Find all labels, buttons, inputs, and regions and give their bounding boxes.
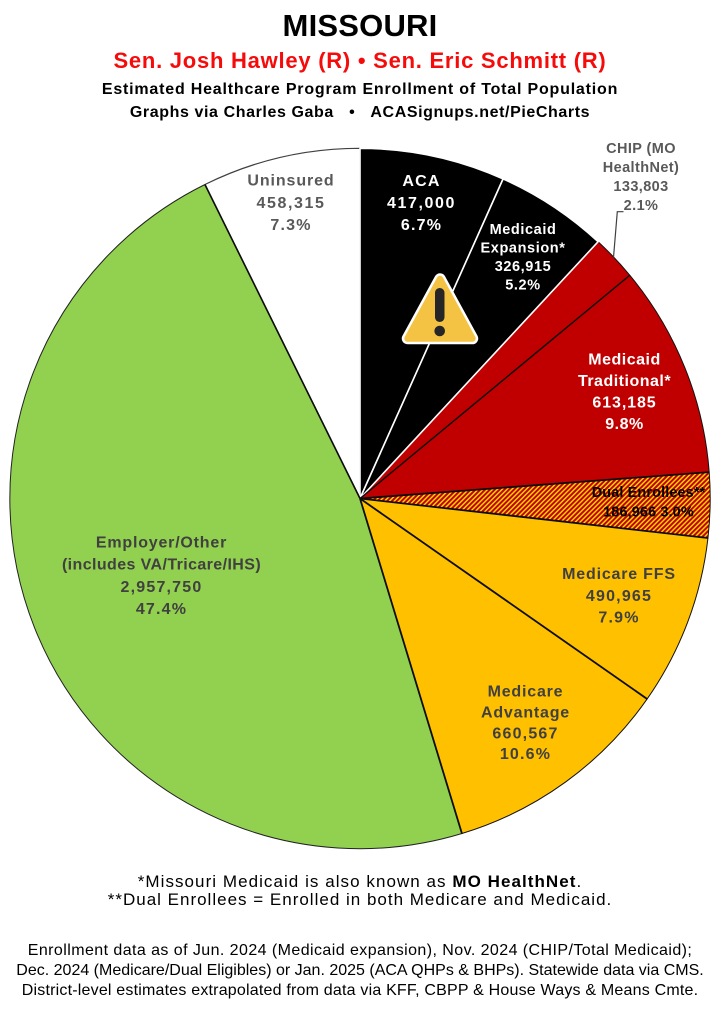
svg-text:Medicaid: Medicaid xyxy=(490,222,557,238)
svg-text:2,957,750: 2,957,750 xyxy=(121,579,203,596)
svg-text:(includes VA/Tricare/IHS): (includes VA/Tricare/IHS) xyxy=(62,557,261,574)
svg-text:ACA: ACA xyxy=(402,173,440,190)
svg-text:6.7%: 6.7% xyxy=(401,217,442,234)
svg-text:Medicare: Medicare xyxy=(488,684,564,701)
svg-text:2.1%: 2.1% xyxy=(624,198,659,214)
svg-text:458,315: 458,315 xyxy=(256,195,325,212)
svg-text:7.3%: 7.3% xyxy=(270,217,311,234)
svg-text:9.8%: 9.8% xyxy=(605,416,643,433)
svg-text:Dual Enrollees**: Dual Enrollees** xyxy=(592,485,706,501)
svg-text:Medicare FFS: Medicare FFS xyxy=(562,566,676,583)
svg-text:Expansion*: Expansion* xyxy=(481,241,566,257)
svg-text:417,000: 417,000 xyxy=(387,195,456,212)
svg-text:47.4%: 47.4% xyxy=(136,601,187,618)
svg-text:326,915: 326,915 xyxy=(495,259,552,275)
svg-text:613,185: 613,185 xyxy=(592,395,656,412)
svg-text:CHIP (MO: CHIP (MO xyxy=(606,141,676,157)
svg-text:490,965: 490,965 xyxy=(586,588,652,605)
svg-text:133,803: 133,803 xyxy=(613,179,668,195)
svg-text:5.2%: 5.2% xyxy=(505,278,540,294)
svg-text:7.9%: 7.9% xyxy=(598,610,639,627)
svg-text:Advantage: Advantage xyxy=(481,705,570,722)
svg-text:10.6%: 10.6% xyxy=(500,746,551,763)
svg-text:660,567: 660,567 xyxy=(492,726,558,743)
svg-text:Uninsured: Uninsured xyxy=(247,173,334,190)
svg-text:Traditional*: Traditional* xyxy=(578,373,671,390)
svg-text:Medicaid: Medicaid xyxy=(588,352,660,369)
svg-text:Employer/Other: Employer/Other xyxy=(96,535,227,552)
svg-text:HealthNet): HealthNet) xyxy=(603,160,680,176)
svg-text:186,966 3.0%: 186,966 3.0% xyxy=(603,505,694,521)
